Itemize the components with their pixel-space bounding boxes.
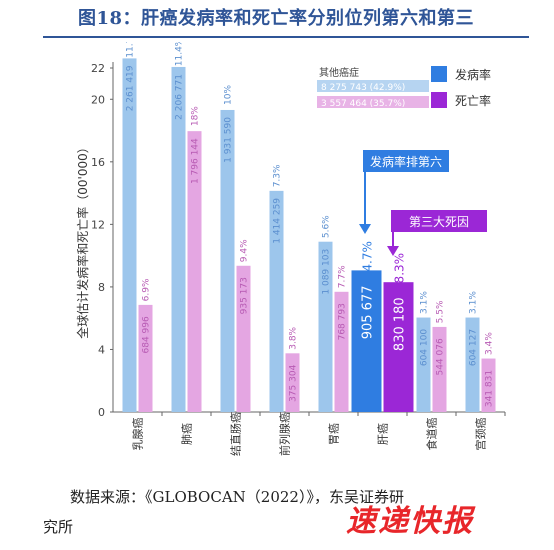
legend-other-mortality: 3 557 464 (35.7%) [321,99,405,109]
value-label: 1 931 590 [224,117,234,163]
pct-label: 8.3% [393,253,407,284]
incidence-bar-0 [122,58,137,412]
value-label: 544 076 [436,338,446,375]
annotation-mortality-box [391,210,487,232]
legend-incidence-swatch [431,66,447,82]
pct-label: 7.7% [338,265,348,288]
y-tick-label: 22 [91,62,105,75]
incidence-bar-1 [171,66,186,413]
mortality-bar-2 [236,265,251,412]
value-label: 604 127 [469,329,479,366]
category-label: 肺癌 [180,423,194,445]
value-label: 341 831 [485,370,495,407]
watermark-logo: 速递快报 [346,504,474,539]
incidence-bar-2 [220,109,235,412]
legend-mortality-swatch [431,92,447,108]
pct-label: 9.4% [240,239,250,262]
legend-other-mortality-band [317,96,429,108]
mortality-bar-0 [138,304,153,412]
chart-title: 图18：肝癌发病率和死亡率分别位列第六和第三 [78,8,475,29]
title-underline [43,36,529,38]
legend-other-incidence: 8 275 743 (42.9%) [321,83,405,93]
mortality-bar-4 [334,291,349,412]
annotation-incidence-text: 发病率排第六 [370,154,442,169]
value-label: 2 261 419 [126,65,136,111]
mortality-bar-6 [432,326,447,412]
annotation-incidence-arrowhead [359,224,371,234]
y-tick-label: 0 [98,406,105,419]
chart-legend: 其他癌症 8 275 743 (42.9%) 3 557 464 (35.7%) 发病… [317,66,491,109]
incidence-bar-6 [416,317,431,412]
y-tick-label: 20 [91,93,105,106]
pct-label: 3.1% [469,291,479,314]
legend-other-title: 其他癌症 [319,66,359,79]
pct-label: 3.4% [485,332,495,355]
category-label: 结直肠癌 [229,412,243,456]
value-label: 905 677 [361,286,376,340]
y-tick-label: 4 [98,343,105,356]
mortality-bar-1 [187,131,202,413]
pct-label: 5.6% [322,215,332,238]
pct-label: 6.9% [142,278,152,301]
value-label: 830 180 [393,297,408,351]
value-label: 1 796 144 [191,138,201,184]
category-label: 肝癌 [376,423,390,445]
incidence-bar-3 [269,190,284,412]
pct-label: 3.1% [420,291,430,314]
category-label: 食道癌 [425,418,439,451]
pct-label: 4.7% [361,241,375,272]
annotation-incidence-box [363,150,449,172]
value-label: 1 414 259 [273,198,283,244]
incidence-bar-4 [318,241,333,412]
legend-incidence-label: 发病率 [455,67,491,82]
value-label: 604 100 [420,329,430,366]
pct-label: 11.4% [175,42,185,66]
y-tick-label: 12 [91,218,105,231]
incidence-bar-7 [465,317,480,412]
source-note-continued: 究所 [43,518,74,536]
annotation-mortality-text: 第三大死因 [409,215,469,229]
annotation-mortality-arrowhead [387,246,399,256]
pct-label: 3.8% [289,326,299,349]
pct-label: 7.3% [273,164,283,187]
pct-label: 18% [191,106,201,126]
category-label: 前列腺癌 [278,412,292,456]
y-axis-title: 全球估计发病率和死亡率（00'000） [75,141,90,338]
value-label: 768 793 [338,303,348,340]
legend-other-incidence-band [317,80,429,92]
category-label: 胃癌 [327,423,341,445]
source-note: 数据来源：《GLOBOCAN（2022）》，东吴证券研 [70,488,404,506]
value-label: 935 173 [240,277,250,314]
category-label: 宫颈癌 [474,418,488,451]
chart-bars [122,58,496,413]
value-label: 2 206 771 [175,74,185,120]
y-tick-label: 16 [91,156,105,169]
bar-chart: 0 4 8 12 16 20 22 全球估计发病率和死亡率（00'000） 2 261 419… [75,42,506,456]
value-label: 1 089 103 [322,249,332,295]
mortality-bar-7 [481,358,496,412]
value-label: 375 304 [289,364,299,401]
legend-mortality-label: 死亡率 [455,93,491,108]
value-label: 684 996 [142,316,152,353]
y-tick-label: 8 [98,281,105,294]
category-label: 乳腺癌 [131,418,145,451]
pct-label: 10% [224,85,234,105]
mortality-bar-5 [383,282,414,412]
chart-labels: 2 261 419 11.7% 684 996 6.9% 乳腺癌 2 206 771 11.… [126,42,495,456]
pct-label: 5.5% [436,300,446,323]
incidence-bar-5 [351,270,382,412]
mortality-bar-3 [285,353,300,412]
pct-label: 11.7% [126,42,136,58]
